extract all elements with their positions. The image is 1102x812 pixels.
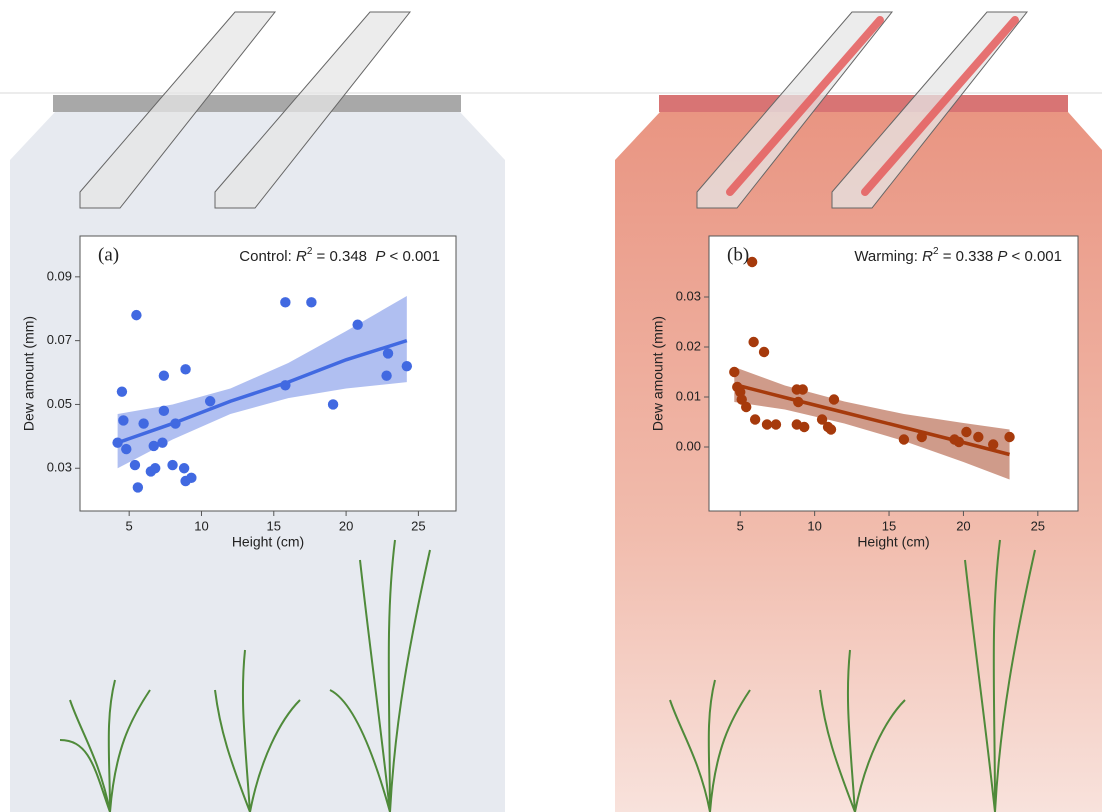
data-point [112,438,122,448]
plot-area [709,236,1078,511]
chart-panel: 5 10 15 20 25 0.03 0.05 0.07 0.09 Height (cm) Dew … [21,236,456,550]
x-tick-label: 20 [339,518,353,533]
x-tick-label: 10 [807,518,821,533]
data-point [280,297,290,307]
data-point [793,397,803,407]
data-point [167,460,177,470]
x-tick-label: 15 [882,518,896,533]
y-tick-label: 0.03 [676,288,701,303]
data-point [973,432,983,442]
data-point [205,396,215,406]
x-axis-label: Height (cm) [232,534,304,550]
x-axis-label: Height (cm) [857,534,929,550]
annotation-part: = 0.338 [939,248,998,265]
data-point [741,402,751,412]
data-point [280,380,290,390]
data-point [180,364,190,374]
data-point [829,394,839,404]
data-point [917,432,927,442]
data-point [771,419,781,429]
y-tick-label: 0.01 [676,388,701,403]
panel-tag: (a) [98,244,119,265]
data-point [306,297,316,307]
x-tick-label: 5 [737,518,744,533]
data-point [729,367,739,377]
data-point [133,482,143,492]
data-point [750,414,760,424]
data-point [328,399,338,409]
data-point [762,419,772,429]
annotation-part: Warming: [854,248,922,265]
data-point [138,418,148,428]
data-point [961,427,971,437]
data-point [381,371,391,381]
annotation-part: R [922,248,933,265]
panel-tag: (b) [727,244,749,265]
data-point [402,361,412,371]
annotation: Warming: R2 = 0.338 P < 0.001 [854,246,1062,265]
annotation-part: R [296,248,307,265]
data-point [748,337,758,347]
data-point [118,415,128,425]
data-point [899,434,909,444]
data-point [117,386,127,396]
x-tick-label: 20 [956,518,970,533]
data-point [157,438,167,448]
x-tick-label: 10 [194,518,208,533]
data-point [988,439,998,449]
y-tick-label: 0.00 [676,438,701,453]
annotation-part: P [997,248,1007,265]
annotation-part: = 0.348 [312,248,375,265]
annotation-part: < 0.001 [1007,248,1062,265]
data-point [954,437,964,447]
data-point [159,371,169,381]
x-tick-label: 15 [267,518,281,533]
data-point [159,406,169,416]
data-point [799,422,809,432]
annotation-part: Control: [239,248,296,265]
data-point [383,348,393,358]
data-point [170,418,180,428]
x-tick-label: 25 [411,518,425,533]
annotation: Control: R2 = 0.348 P < 0.001 [239,246,440,265]
y-tick-label: 0.03 [47,460,72,475]
control-lamp-bar [53,95,461,112]
x-tick-label: 5 [126,518,133,533]
y-axis-label: Dew amount (mm) [21,316,37,431]
data-point [179,463,189,473]
warming-lamp-bar [659,95,1068,112]
data-point [150,463,160,473]
data-point [759,347,769,357]
data-point [826,424,836,434]
y-tick-label: 0.09 [47,268,72,283]
figure: 5 10 15 20 25 0.03 0.05 0.07 0.09 Height (cm) Dew … [0,0,1102,812]
data-point [131,310,141,320]
y-tick-label: 0.07 [47,332,72,347]
annotation-part: P [375,248,385,265]
data-point [121,444,131,454]
annotation-part: < 0.001 [385,248,440,265]
data-point [1004,432,1014,442]
y-tick-label: 0.05 [47,396,72,411]
data-point [798,384,808,394]
data-point [352,319,362,329]
x-tick-label: 25 [1031,518,1045,533]
y-tick-label: 0.02 [676,338,701,353]
data-point [130,460,140,470]
y-axis-label: Dew amount (mm) [650,316,666,431]
data-point [186,473,196,483]
chart-panel: 5 10 15 20 25 0.00 0.01 0.02 0.03 Height (cm) Dew … [650,236,1078,550]
